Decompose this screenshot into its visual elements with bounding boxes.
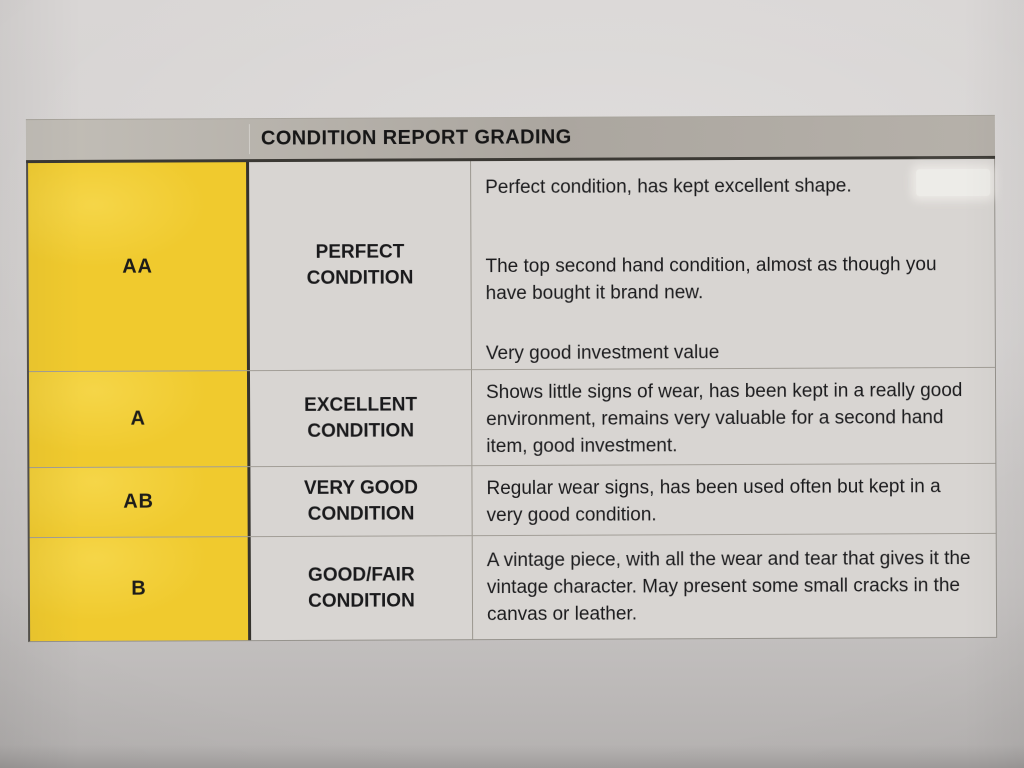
grade-label: PERFECT CONDITION: [306, 241, 414, 289]
table-row-a: A EXCELLENT CONDITION Shows little signs…: [28, 366, 996, 468]
table-row-ab: AB VERY GOOD CONDITION Regular wear sign…: [29, 462, 996, 538]
table-row-b: B GOOD/FAIR CONDITION A vintage piece, w…: [29, 532, 997, 642]
description-paragraph: The top second hand condition, almost as…: [485, 254, 937, 305]
grade-code: B: [131, 577, 147, 600]
description-paragraph: Perfect condition, has kept excellent sh…: [485, 175, 852, 199]
grade-code: A: [130, 407, 146, 430]
table-header-row: CONDITION REPORT GRADING: [25, 114, 996, 164]
grade-description-cell: Regular wear signs, has been used often …: [472, 464, 995, 535]
grade-description-cell: A vintage piece, with all the wear and t…: [473, 534, 996, 639]
grade-code-cell: A: [28, 371, 251, 468]
grade-label: EXCELLENT CONDITION: [304, 393, 418, 442]
grade-description-cell: Perfect condition, has kept excellent sh…: [471, 159, 995, 369]
grade-label: GOOD/FAIR CONDITION: [307, 563, 415, 612]
grade-code: AA: [122, 255, 153, 278]
description-paragraph: Very good investment value: [485, 342, 720, 365]
grade-label: VERY GOOD CONDITION: [303, 476, 419, 525]
grade-code-cell: B: [29, 537, 252, 642]
description-paragraph: Regular wear signs, has been used often …: [486, 476, 941, 527]
table-title: CONDITION REPORT GRADING: [260, 126, 572, 150]
grade-label-cell: GOOD/FAIR CONDITION: [250, 536, 474, 641]
grade-description-cell: Shows little signs of wear, has been kep…: [472, 368, 995, 465]
grade-code-cell: AA: [28, 162, 250, 372]
table-row-aa: AA PERFECT CONDITION Perfect condition, …: [28, 159, 995, 372]
whiteout-correction-mark: [916, 168, 991, 197]
grade-label-cell: PERFECT CONDITION: [249, 161, 472, 371]
table-body: AA PERFECT CONDITION Perfect condition, …: [26, 158, 998, 643]
grade-code-cell: AB: [29, 467, 251, 538]
description-paragraph: Shows little signs of wear, has been kep…: [486, 380, 963, 458]
grade-label-cell: VERY GOOD CONDITION: [250, 466, 473, 537]
grade-code: AB: [123, 490, 154, 513]
description-paragraph: A vintage piece, with all the wear and t…: [486, 547, 971, 626]
condition-grading-table: CONDITION REPORT GRADING AA PERFECT COND…: [25, 114, 998, 643]
grade-label-cell: EXCELLENT CONDITION: [249, 370, 473, 467]
